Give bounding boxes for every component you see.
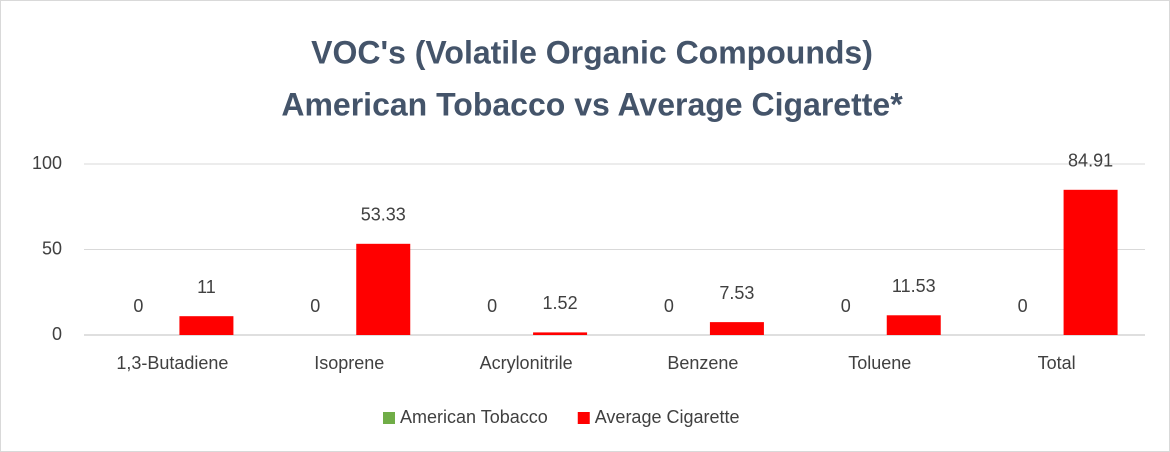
data-label: 11 (197, 277, 216, 297)
data-label: 1.52 (543, 293, 578, 313)
chart-title: American Tobacco vs Average Cigarette* (281, 86, 903, 122)
y-tick-label: 50 (42, 238, 62, 258)
bar (1063, 189, 1118, 335)
legend-swatch (383, 412, 395, 424)
legend-label: Average Cigarette (595, 407, 740, 427)
bar (179, 316, 234, 335)
data-label: 0 (841, 296, 851, 316)
y-tick-label: 100 (32, 153, 62, 173)
data-label: 0 (664, 296, 674, 316)
data-label: 0 (310, 296, 320, 316)
bar (533, 332, 588, 335)
x-tick-label: 1,3-Butadiene (116, 353, 228, 373)
bar (356, 243, 411, 335)
data-label: 53.33 (361, 205, 406, 225)
data-label: 0 (133, 296, 143, 316)
x-tick-label: Total (1038, 353, 1076, 373)
data-label: 84.91 (1068, 151, 1113, 171)
y-tick-label: 0 (52, 324, 62, 344)
legend-swatch (577, 412, 590, 424)
chart-title: VOC's (Volatile Organic Compounds) (311, 34, 873, 70)
data-label: 11.53 (892, 276, 936, 296)
data-label: 0 (487, 296, 497, 316)
x-tick-label: Benzene (667, 353, 738, 373)
bar (709, 322, 764, 335)
legend-label: American Tobacco (400, 407, 548, 427)
x-tick-label: Acrylonitrile (480, 353, 573, 373)
data-label: 0 (1018, 296, 1028, 316)
x-tick-label: Toluene (848, 353, 911, 373)
bar (886, 315, 941, 335)
data-label: 7.53 (719, 283, 754, 303)
x-tick-label: Isoprene (314, 353, 384, 373)
